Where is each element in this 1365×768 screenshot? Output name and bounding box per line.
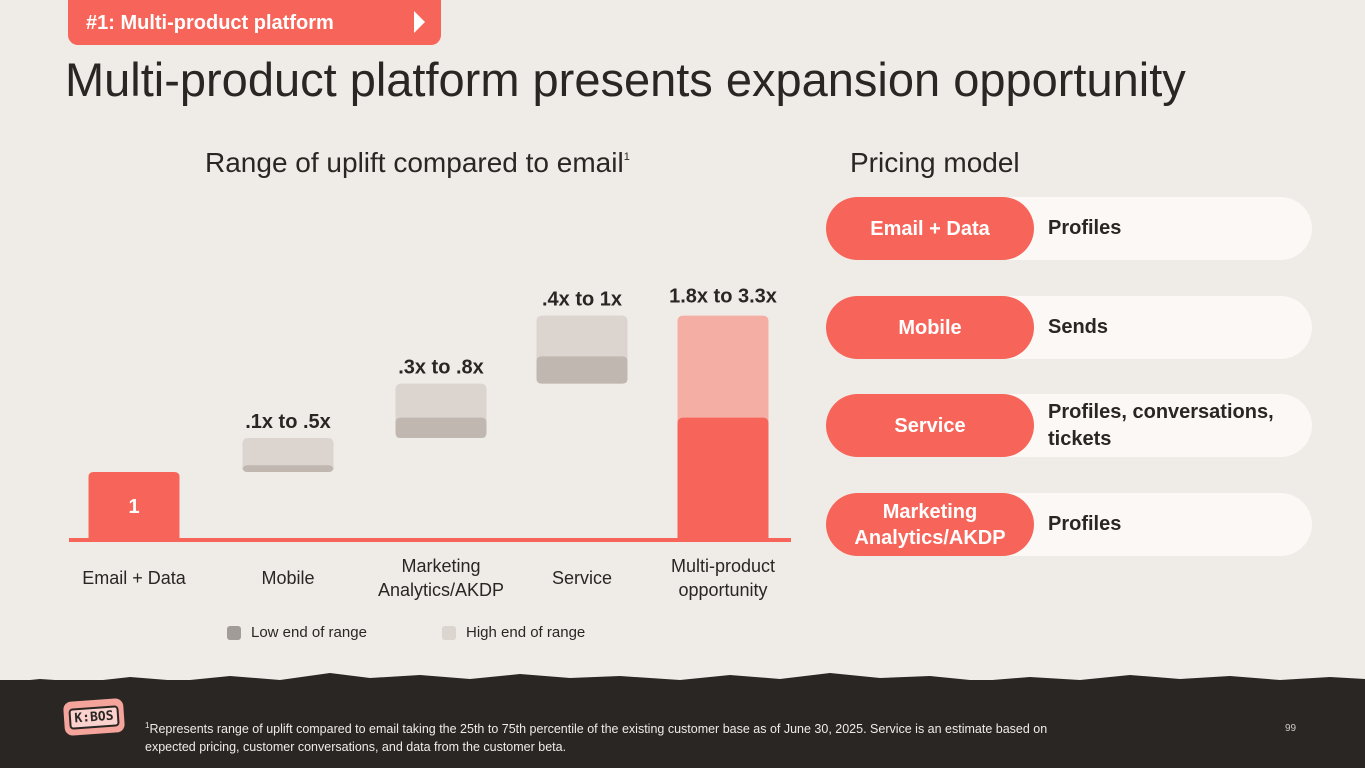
footnote: 1Represents range of uplift compared to … bbox=[145, 717, 1075, 756]
category-label-3: Service bbox=[552, 568, 612, 588]
pricing-metric-email: Profiles bbox=[1048, 217, 1122, 239]
bar-low-mobile bbox=[242, 465, 334, 472]
range-label-service: .4x to 1x bbox=[542, 289, 622, 311]
legend-label-low: Low end of range bbox=[251, 624, 367, 641]
pricing-product-mobile: Mobile bbox=[826, 296, 1034, 359]
legend-label-high: High end of range bbox=[466, 624, 586, 641]
section-tag: #1: Multi-product platform bbox=[68, 0, 441, 45]
section-tag-label: #1: Multi-product platform bbox=[86, 12, 334, 34]
chart-title-footnote-marker: 1 bbox=[623, 151, 630, 163]
pricing-product-email: Email + Data bbox=[826, 197, 1034, 260]
logo-text: K:BOS bbox=[68, 704, 120, 730]
category-label-0: Email + Data bbox=[82, 568, 187, 588]
legend-swatch-low bbox=[227, 625, 241, 640]
pricing-metric-mobile: Sends bbox=[1048, 316, 1109, 338]
pricing-product-service: Service bbox=[826, 394, 1034, 457]
pricing-metric-service: Profiles, conversations, tickets bbox=[1048, 400, 1274, 450]
category-label-2: Marketing Analytics/AKDP bbox=[378, 556, 504, 600]
legend-item-high: High end of range bbox=[442, 624, 585, 641]
category-label-1: Mobile bbox=[261, 568, 314, 588]
pricing-product-analytics: Marketing Analytics/AKDP bbox=[826, 493, 1034, 556]
pricing-row-mobile: Mobile Sends bbox=[826, 296, 1312, 359]
x-axis-line bbox=[69, 538, 791, 542]
kbos-logo: K:BOS bbox=[62, 697, 126, 737]
footer bbox=[0, 680, 1365, 768]
legend-swatch-high bbox=[442, 625, 456, 640]
pricing-metric-analytics: Profiles bbox=[1048, 513, 1122, 535]
chart-title-text: Range of uplift compared to email bbox=[205, 147, 624, 178]
range-label-mobile: .1x to .5x bbox=[245, 411, 331, 433]
pricing-row-service: Service Profiles, conversations, tickets bbox=[826, 394, 1312, 457]
play-arrow-icon bbox=[414, 11, 425, 33]
range-label-analytics: .3x to .8x bbox=[398, 357, 484, 379]
pricing-title: Pricing model bbox=[850, 147, 1020, 178]
uplift-chart: 1 .1x to .5x .3x to .8x .4x to 1x 1.8x to 3.… bbox=[69, 286, 791, 600]
bar-low-multi-product bbox=[677, 417, 769, 540]
bar-label-email-data: 1 bbox=[128, 496, 139, 518]
bar-low-analytics bbox=[395, 417, 487, 438]
page-number: 99 bbox=[1285, 723, 1297, 734]
page-title: Multi-product platform presents expansio… bbox=[65, 53, 1186, 106]
bar-email-data bbox=[88, 472, 180, 540]
bar-high-mobile bbox=[242, 438, 334, 472]
pricing-row-analytics: Marketing Analytics/AKDP Profiles bbox=[826, 493, 1312, 556]
footnote-text: Represents range of uplift compared to e… bbox=[145, 722, 1048, 755]
footnote-marker: 1 bbox=[145, 721, 150, 730]
legend-item-low: Low end of range bbox=[227, 624, 367, 641]
range-label-multi-product: 1.8x to 3.3x bbox=[669, 286, 777, 308]
category-label-4: Multi-product opportunity bbox=[671, 556, 775, 600]
chart-title: Range of uplift compared to email1 bbox=[205, 147, 630, 179]
bar-low-service bbox=[536, 356, 628, 384]
pricing-row-email: Email + Data Profiles bbox=[826, 197, 1312, 260]
